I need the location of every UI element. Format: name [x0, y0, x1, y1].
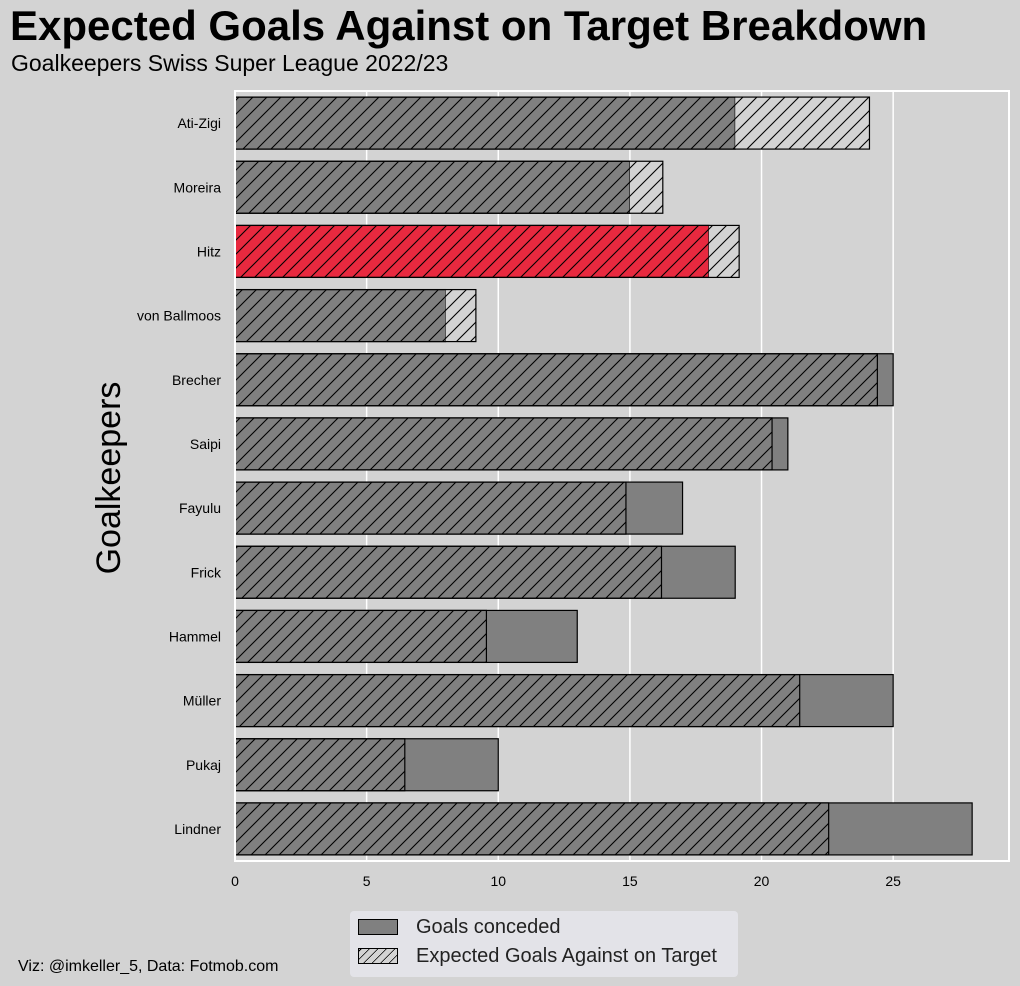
- legend-label-goals: Goals conceded: [416, 915, 561, 938]
- data-credit: Viz: @imkeller_5, Data: Fotmob.com: [18, 958, 279, 975]
- y-tick-label: Fayulu: [179, 500, 221, 516]
- xga-bar: [234, 288, 477, 343]
- x-tick-label: 5: [363, 873, 371, 889]
- y-tick-label: von Ballmoos: [137, 308, 221, 324]
- y-tick-label: Lindner: [174, 821, 221, 837]
- chart-subtitle: Goalkeepers Swiss Super League 2022/23: [11, 50, 449, 76]
- y-tick-label: Müller: [183, 693, 221, 709]
- y-tick-label: Saipi: [190, 436, 221, 452]
- xga-bar: [234, 609, 488, 664]
- x-tick-label: 25: [885, 873, 901, 889]
- xga-bar: [234, 802, 830, 856]
- xga-bar: [234, 353, 878, 407]
- x-tick-label: 15: [622, 873, 638, 889]
- xga-bar: [234, 96, 871, 150]
- xga-bar: [234, 673, 801, 728]
- legend-item-xga: Expected Goals Against on Target: [358, 944, 717, 968]
- y-tick-label: Brecher: [172, 372, 221, 388]
- chart-title: Expected Goals Against on Target Breakdo…: [10, 2, 928, 49]
- legend-item-goals: Goals conceded: [358, 915, 561, 939]
- x-tick-label: 10: [490, 873, 506, 889]
- xga-bar: [234, 160, 664, 214]
- legend-swatch-xga: [358, 948, 398, 964]
- xga-bar: [234, 224, 740, 279]
- y-tick-label: Hammel: [169, 628, 221, 644]
- legend-swatch-goals: [358, 919, 398, 935]
- y-tick-label: Ati-Zigi: [177, 115, 221, 131]
- xga-bar: [234, 738, 406, 792]
- xga-bar: [234, 417, 773, 471]
- legend-label-xga: Expected Goals Against on Target: [416, 944, 717, 967]
- y-tick-label: Pukaj: [186, 757, 221, 773]
- x-tick-label: 0: [231, 873, 239, 889]
- plot-frame: [234, 90, 1010, 862]
- y-tick-label: Frick: [191, 564, 222, 580]
- y-tick-label: Hitz: [197, 243, 221, 259]
- y-axis-label: Goalkeepers: [90, 382, 128, 575]
- xga-bar: [234, 545, 663, 599]
- xga-bar: [234, 481, 627, 535]
- x-tick-label: 20: [754, 873, 770, 889]
- y-tick-label: Moreira: [174, 179, 222, 195]
- chart-legend: Goals conceded Expected Goals Against on…: [350, 911, 738, 977]
